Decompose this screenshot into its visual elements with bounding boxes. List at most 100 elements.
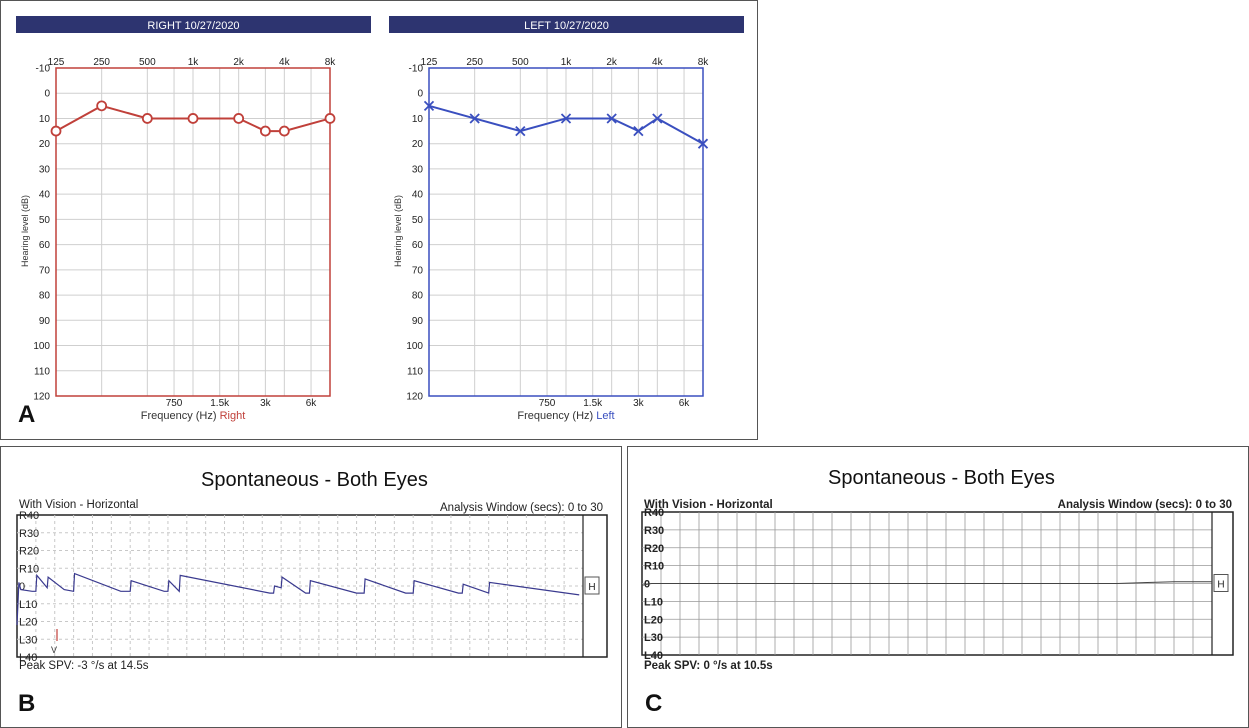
aud0-xlabel-ear: Right xyxy=(220,410,246,422)
aud0-top-tick: 8k xyxy=(325,57,337,68)
aud1-y-tick: 40 xyxy=(412,190,424,201)
aud0-y-tick: 60 xyxy=(39,240,51,251)
aud1-frame xyxy=(428,67,704,397)
aud1-point-stroke xyxy=(469,113,480,124)
aud0-xlabel: Frequency (Hz) Right xyxy=(141,410,246,422)
nyst-b-y-tick: R20 xyxy=(19,546,39,558)
aud1-xlabel-ear: Left xyxy=(596,410,614,422)
aud1-top-tick: 500 xyxy=(512,57,529,68)
panel-b-nystagmus: Spontaneous - Both Eyes With Vision - Ho… xyxy=(0,446,622,728)
aud1-bottom-tick: 1.5k xyxy=(583,398,603,409)
aud1-point xyxy=(697,138,709,149)
aud1-y-tick: 90 xyxy=(412,316,424,327)
nyst-c-channel-box xyxy=(1213,574,1229,592)
panel-label-b: B xyxy=(18,690,36,717)
aud0-point xyxy=(233,113,245,124)
aud1-top-tick: 1k xyxy=(561,57,573,68)
aud0-point xyxy=(187,113,199,124)
aud1-point xyxy=(606,113,617,124)
aud0-y-tick: 40 xyxy=(39,190,51,201)
aud1-top-tick: 2k xyxy=(606,57,618,68)
aud1-point xyxy=(560,113,572,124)
aud1-top-tick: 250 xyxy=(466,57,483,68)
aud0-bottom-tick: 1.5k xyxy=(210,398,230,409)
aud1-point xyxy=(652,113,663,124)
aud0-y-tick: 100 xyxy=(33,341,50,352)
aud1-point-stroke xyxy=(423,100,435,111)
chart-title-c: Spontaneous - Both Eyes xyxy=(828,467,1055,489)
aud0-y-tick: 10 xyxy=(39,114,51,125)
aud0-title: RIGHT 10/27/2020 xyxy=(147,20,239,32)
aud1-y-tick: 100 xyxy=(406,341,423,352)
aud0-y-tick: 90 xyxy=(39,316,51,327)
aud1-xlabel: Frequency (Hz) Left xyxy=(517,410,614,422)
nyst-c-y-tick: L40 xyxy=(644,650,663,662)
aud1-y-tick: 120 xyxy=(406,392,423,403)
aud0-top-tick: 1k xyxy=(188,57,200,68)
aud1-point xyxy=(633,125,644,137)
aud1-y-tick: 50 xyxy=(412,215,424,226)
aud1-y-tick: 0 xyxy=(417,89,423,100)
chart-title-b: Spontaneous - Both Eyes xyxy=(201,469,428,491)
nyst-b-marker-label: V xyxy=(51,645,57,655)
aud0-y-tick: 70 xyxy=(39,265,51,276)
aud1-point xyxy=(515,125,526,137)
aud1-point-stroke xyxy=(515,125,526,137)
panel-label-a: A xyxy=(18,401,36,428)
nyst-b-channel-label: H xyxy=(588,582,595,593)
aud0-point xyxy=(50,125,62,137)
nyst-c-channel-label: H xyxy=(1217,580,1224,591)
nyst-b-y-tick: R40 xyxy=(19,510,39,522)
aud1-point xyxy=(469,113,480,124)
nyst-c-trace xyxy=(641,581,1212,586)
aud0-bottom-tick: 750 xyxy=(166,398,183,409)
aud1-point-stroke xyxy=(560,113,572,124)
nyst-b-y-tick: 0 xyxy=(19,581,25,593)
aud0-y-tick: 110 xyxy=(34,366,50,377)
aud1-y-tick: 30 xyxy=(412,164,424,175)
aud0-y-tick: 120 xyxy=(33,392,50,403)
aud0-point xyxy=(141,113,153,124)
nyst-c-y-tick: R30 xyxy=(644,525,664,537)
aud1-ylabel: Hearing level (dB) xyxy=(393,195,403,267)
nyst-c-y-tick: L20 xyxy=(644,614,663,626)
aud0-y-tick: -10 xyxy=(36,64,51,75)
aud1-point-stroke xyxy=(606,113,617,124)
nyst-c-y-tick: L30 xyxy=(644,632,663,644)
aud1-bottom-tick: 3k xyxy=(633,398,645,409)
nyst-c-y-tick: R10 xyxy=(644,561,664,573)
aud1-xlabel-text: Frequency (Hz) xyxy=(517,410,596,422)
aud0-y-tick: 80 xyxy=(39,291,51,302)
aud0-point xyxy=(278,125,290,137)
aud1-top-tick: 125 xyxy=(421,57,438,68)
nyst-b-y-tick: R10 xyxy=(19,563,39,575)
panel-a-audiograms: RIGHT 10/27/2020 125 250 500 1k 2k 4k 8k 750 1.5k… xyxy=(0,0,758,440)
aud0-y-tick: 50 xyxy=(39,215,51,226)
aud1-point xyxy=(423,100,435,111)
aud0-y-tick: 30 xyxy=(39,164,51,175)
aud1-y-tick: 110 xyxy=(407,366,423,377)
panel-label-c: C xyxy=(645,690,663,717)
aud0-top-tick: 4k xyxy=(279,57,291,68)
header-left-c: With Vision - Horizontal xyxy=(644,499,773,511)
nyst-b-y-tick: L30 xyxy=(19,634,37,646)
aud1-y-tick: 70 xyxy=(412,265,424,276)
aud0-y-tick: 0 xyxy=(44,89,50,100)
aud0-top-tick: 250 xyxy=(93,57,110,68)
aud1-top-tick: 4k xyxy=(652,57,664,68)
nyst-c-y-tick: L10 xyxy=(644,596,663,608)
aud1-title-bar xyxy=(389,16,744,33)
aud1-point-stroke xyxy=(652,113,663,124)
aud1-point-stroke xyxy=(633,125,644,137)
nyst-b-y-tick: L10 xyxy=(19,599,37,611)
aud1-bottom-tick: 6k xyxy=(679,398,691,409)
aud1-y-tick: 10 xyxy=(412,114,424,125)
aud0-top-tick: 500 xyxy=(139,57,156,68)
aud0-y-tick: 20 xyxy=(39,139,51,150)
panel-c-nystagmus: Spontaneous - Both Eyes With Vision - Ho… xyxy=(627,446,1249,728)
nyst-c-y-tick: R20 xyxy=(644,543,664,555)
header-left-b: With Vision - Horizontal xyxy=(19,499,139,511)
aud1-y-tick: 80 xyxy=(412,291,424,302)
nyst-b-y-tick: L40 xyxy=(19,652,37,664)
